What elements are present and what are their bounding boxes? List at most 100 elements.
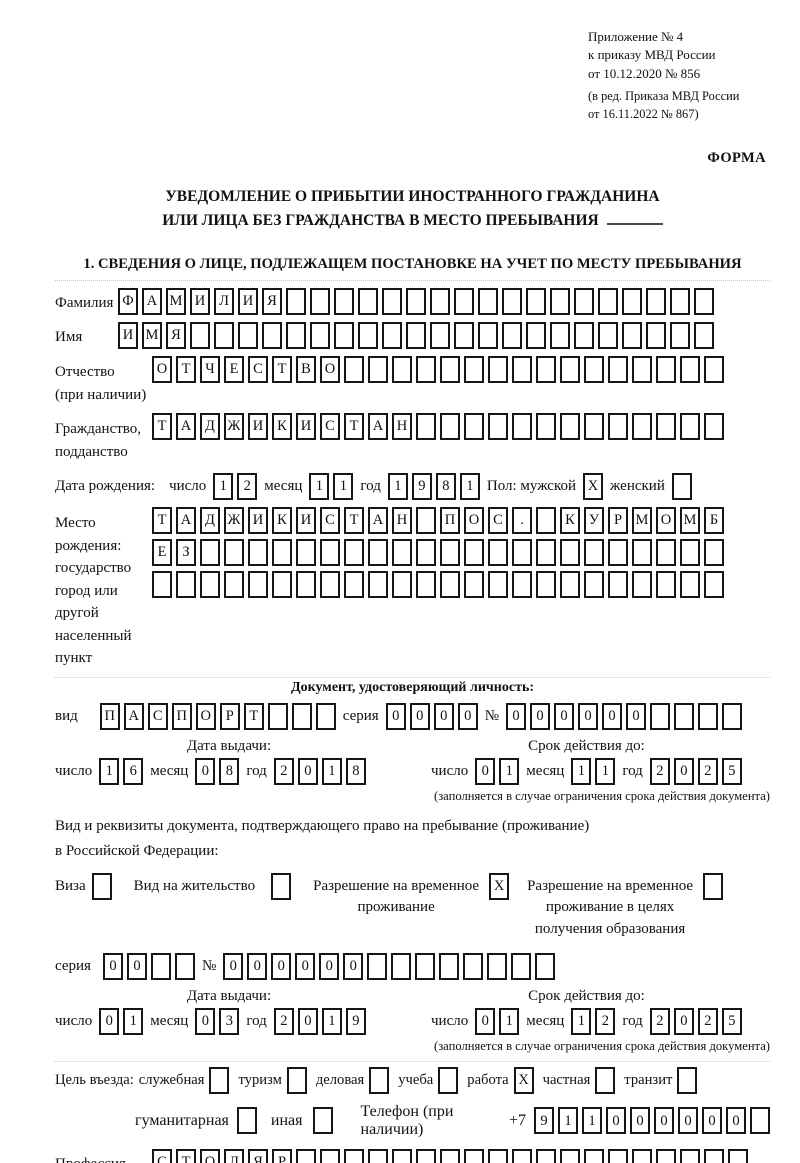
char-cell — [454, 288, 474, 316]
char-cell: 0 — [606, 1107, 626, 1135]
char-cell — [632, 571, 652, 599]
char-cell: 9 — [534, 1107, 554, 1135]
char-cell: А — [176, 413, 196, 441]
month-word: месяц — [526, 762, 565, 779]
char-cell: 2 — [649, 757, 670, 785]
char-cell — [560, 1148, 580, 1163]
char-cell: Т — [152, 413, 172, 441]
char-cell — [238, 322, 258, 350]
res-series-label: серия — [55, 957, 91, 974]
char-cell: 0 — [99, 1007, 120, 1035]
char-cell: 2 — [697, 757, 718, 785]
char-cell — [464, 539, 484, 567]
char-cell — [487, 952, 508, 980]
char-cell — [632, 539, 652, 567]
char-cell — [463, 952, 484, 980]
char-cell — [704, 571, 724, 599]
year-word: год — [622, 1012, 643, 1029]
birth-place-row-3 — [152, 571, 724, 599]
char-cell — [315, 702, 336, 730]
purpose-option-label: учеба — [398, 1071, 434, 1088]
patronymic-label: Отчество (при наличии) — [55, 364, 147, 403]
char-cell: 2 — [649, 1007, 670, 1035]
char-cell: 2 — [273, 1007, 294, 1035]
char-cell: 0 — [195, 1007, 216, 1035]
char-cell — [536, 571, 556, 599]
char-cell — [646, 322, 666, 350]
char-cell: Ф — [118, 288, 138, 316]
char-cell — [512, 571, 532, 599]
char-cell — [536, 507, 556, 535]
char-cell — [464, 356, 484, 384]
char-cell: 0 — [554, 702, 574, 730]
char-cell — [344, 1148, 364, 1163]
id-issue-header: Дата выдачи: — [186, 737, 272, 754]
char-cell: О — [320, 356, 340, 384]
month-word: месяц — [150, 1012, 189, 1029]
char-cell: Р — [272, 1148, 292, 1163]
char-cell — [190, 322, 210, 350]
char-cell — [512, 413, 532, 441]
char-cell: Ж — [224, 413, 244, 441]
char-cell: 1 — [582, 1107, 602, 1135]
char-cell: Т — [176, 356, 196, 384]
char-cell — [358, 288, 378, 316]
char-cell: М — [166, 288, 186, 316]
option-visa: Виза — [55, 872, 112, 900]
char-cell — [382, 288, 402, 316]
char-cell: С — [320, 413, 340, 441]
char-cell: С — [320, 507, 340, 535]
char-cell — [391, 952, 412, 980]
purpose-option-label: иная — [270, 1111, 303, 1129]
char-cell — [488, 539, 508, 567]
char-cell — [488, 356, 508, 384]
char-cell — [656, 539, 676, 567]
char-cell: А — [123, 702, 144, 730]
char-cell: С — [147, 702, 168, 730]
doc-kind-label: вид — [55, 707, 78, 724]
char-cell — [200, 571, 220, 599]
char-cell — [440, 539, 460, 567]
char-cell: П — [171, 702, 192, 730]
char-cell — [535, 952, 556, 980]
title-line-1: УВЕДОМЛЕНИЕ О ПРИБЫТИИ ИНОСТРАННОГО ГРАЖ… — [165, 187, 660, 205]
char-cell — [488, 413, 508, 441]
char-cell: 1 — [595, 757, 616, 785]
char-cell: 0 — [409, 702, 430, 730]
purpose-option-label: частная — [542, 1071, 591, 1088]
char-cell — [296, 571, 316, 599]
day-word: число — [431, 762, 469, 779]
annex-reference: Приложение № 4 к приказу МВД России от 1… — [588, 28, 770, 124]
day-word: число — [169, 478, 207, 495]
char-cell: 8 — [435, 473, 456, 501]
char-cell — [406, 288, 426, 316]
char-cell: 2 — [273, 757, 294, 785]
revision-line: от 16.11.2022 № 867) — [588, 106, 699, 121]
char-cell — [320, 571, 340, 599]
char-cell — [392, 1148, 412, 1163]
char-cell: И — [190, 288, 210, 316]
char-cell: 2 — [697, 1007, 718, 1035]
residence-doc-text: Вид и реквизиты документа, подтверждающе… — [55, 817, 590, 860]
char-cell — [656, 1148, 676, 1163]
char-cell — [512, 539, 532, 567]
char-cell: 1 — [499, 1007, 520, 1035]
char-cell: 1 — [571, 1007, 592, 1035]
day-word: число — [55, 762, 93, 779]
char-cell — [680, 571, 700, 599]
char-cell — [536, 413, 556, 441]
char-cell — [526, 288, 546, 316]
char-cell — [680, 356, 700, 384]
char-cell — [598, 288, 618, 316]
char-cell — [622, 322, 642, 350]
char-cell: 0 — [433, 702, 454, 730]
char-cell — [646, 288, 666, 316]
char-cell: Т — [272, 356, 292, 384]
